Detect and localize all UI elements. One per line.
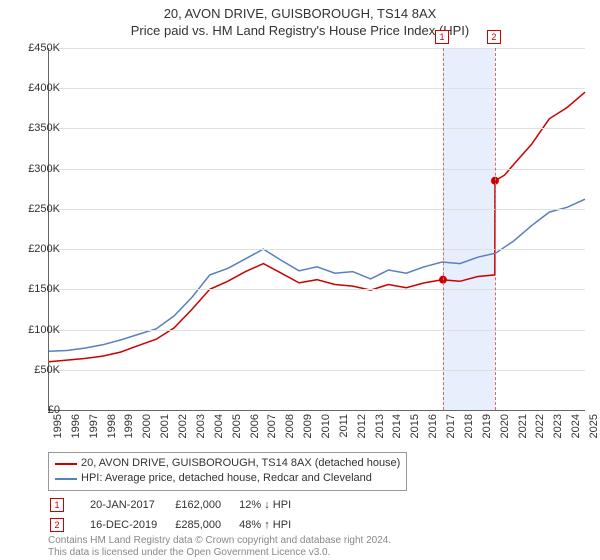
title-line-2: Price paid vs. HM Land Registry's House … (0, 23, 600, 40)
x-tick-label: 2003 (195, 414, 207, 438)
sale-row-2: 2 16-DEC-2019 £285,000 48% ↑ HPI (50, 516, 307, 534)
y-tick-label: £150K (28, 283, 60, 295)
sale-date-1: 20-JAN-2017 (90, 496, 173, 514)
y-tick-label: £300K (28, 163, 60, 175)
x-tick-label: 2011 (338, 414, 350, 438)
x-tick-label: 2004 (213, 414, 225, 438)
x-tick-label: 1995 (52, 414, 64, 438)
x-tick-label: 2023 (552, 414, 564, 438)
y-tick-label: £400K (28, 82, 60, 94)
legend-box: 20, AVON DRIVE, GUISBOROUGH, TS14 8AX (d… (48, 452, 407, 491)
gridline (49, 88, 585, 89)
footer-line-1: Contains HM Land Registry data © Crown c… (48, 535, 391, 547)
y-tick-label: £450K (28, 42, 60, 54)
sale-price-2: £285,000 (175, 516, 237, 534)
x-tick-label: 2014 (391, 414, 403, 438)
sale-delta-1: 12% ↓ HPI (239, 496, 307, 514)
x-tick-label: 1999 (123, 414, 135, 438)
x-tick-label: 1996 (70, 414, 82, 438)
y-tick-label: £100K (28, 324, 60, 336)
x-tick-label: 2012 (356, 414, 368, 438)
y-tick-label: £350K (28, 122, 60, 134)
x-tick-label: 2013 (374, 414, 386, 438)
x-tick-label: 2025 (588, 414, 600, 438)
legend-label-hpi: HPI: Average price, detached house, Redc… (81, 471, 372, 486)
sale-marker-1: 1 (50, 498, 64, 512)
y-tick-label: £50K (34, 364, 60, 376)
x-tick-label: 2018 (463, 414, 475, 438)
x-tick-label: 2002 (177, 414, 189, 438)
legend-swatch-property (55, 463, 77, 465)
x-tick-label: 1998 (106, 414, 118, 438)
legend-label-property: 20, AVON DRIVE, GUISBOROUGH, TS14 8AX (d… (81, 456, 400, 471)
x-tick-label: 1997 (88, 414, 100, 438)
x-tick-label: 2009 (302, 414, 314, 438)
sale-marker-2: 2 (50, 518, 64, 532)
x-tick-label: 2015 (409, 414, 421, 438)
gridline (49, 209, 585, 210)
x-tick-label: 2005 (231, 414, 243, 438)
gridline (49, 249, 585, 250)
title-line-1: 20, AVON DRIVE, GUISBOROUGH, TS14 8AX (0, 0, 600, 23)
y-tick-label: £200K (28, 243, 60, 255)
sale-row-1: 1 20-JAN-2017 £162,000 12% ↓ HPI (50, 496, 307, 514)
sales-table: 1 20-JAN-2017 £162,000 12% ↓ HPI 2 16-DE… (48, 494, 309, 536)
chart-plot-area (48, 48, 585, 411)
gridline (49, 289, 585, 290)
sale-date-2: 16-DEC-2019 (90, 516, 173, 534)
marker-vline (495, 48, 496, 410)
series-hpi (49, 199, 585, 351)
x-tick-label: 2020 (499, 414, 511, 438)
gridline (49, 370, 585, 371)
marker-label-box: 2 (487, 30, 501, 44)
gridline (49, 169, 585, 170)
gridline (49, 330, 585, 331)
chart-svg (49, 48, 585, 410)
legend-swatch-hpi (55, 478, 77, 480)
footer-attribution: Contains HM Land Registry data © Crown c… (48, 535, 391, 558)
x-tick-label: 2010 (320, 414, 332, 438)
x-tick-label: 2001 (159, 414, 171, 438)
footer-line-2: This data is licensed under the Open Gov… (48, 547, 391, 559)
legend-item-property: 20, AVON DRIVE, GUISBOROUGH, TS14 8AX (d… (55, 456, 400, 471)
gridline (49, 128, 585, 129)
x-tick-label: 2021 (517, 414, 529, 438)
sale-delta-2: 48% ↑ HPI (239, 516, 307, 534)
sale-price-1: £162,000 (175, 496, 237, 514)
x-tick-label: 2006 (249, 414, 261, 438)
marker-vline (443, 48, 444, 410)
x-tick-label: 2007 (266, 414, 278, 438)
x-tick-label: 2008 (284, 414, 296, 438)
shade-band (443, 48, 495, 410)
marker-label-box: 1 (435, 30, 449, 44)
legend-item-hpi: HPI: Average price, detached house, Redc… (55, 471, 400, 486)
gridline (49, 48, 585, 49)
series-property (49, 92, 585, 362)
x-tick-label: 2016 (427, 414, 439, 438)
x-tick-label: 2022 (534, 414, 546, 438)
x-tick-label: 2017 (445, 414, 457, 438)
x-tick-label: 2019 (481, 414, 493, 438)
x-tick-label: 2000 (141, 414, 153, 438)
x-tick-label: 2024 (570, 414, 582, 438)
y-tick-label: £250K (28, 203, 60, 215)
